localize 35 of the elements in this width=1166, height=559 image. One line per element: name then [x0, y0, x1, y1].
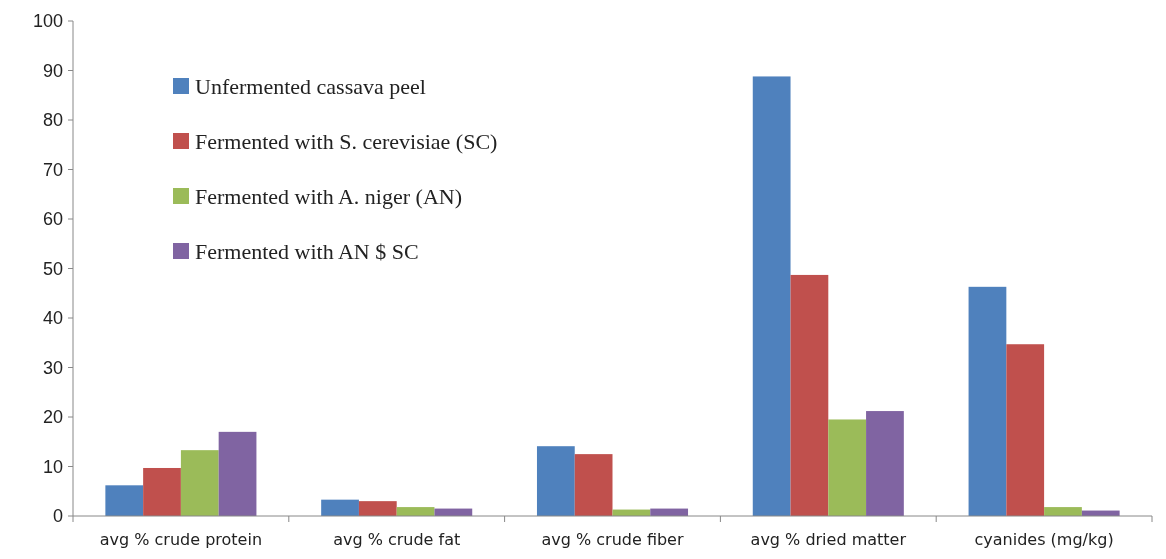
bar	[143, 467, 181, 516]
y-tick-label: 50	[42, 258, 63, 279]
y-tick-label: 90	[42, 60, 63, 81]
bar	[1006, 344, 1045, 516]
y-tick-label: 40	[42, 308, 63, 329]
bar	[752, 76, 791, 516]
bar	[321, 499, 359, 516]
legend-label: Unfermented cassava peel	[195, 73, 426, 99]
bar	[1044, 507, 1082, 516]
bar	[180, 450, 219, 516]
x-tick-label: avg % crude fiber	[541, 530, 684, 549]
bar	[866, 411, 904, 516]
bar	[828, 419, 867, 516]
y-tick-label: 80	[42, 110, 63, 131]
bar	[218, 431, 257, 516]
x-tick-label: cyanides (mg/kg)	[974, 530, 1114, 549]
y-tick-label: 100	[32, 11, 63, 32]
y-tick-label: 20	[42, 407, 63, 428]
legend-label: Fermented with S. cerevisiae (SC)	[195, 128, 498, 154]
x-tick-label: avg % crude protein	[99, 530, 263, 549]
y-tick-label: 10	[42, 456, 63, 477]
bar	[790, 274, 829, 516]
bar	[358, 501, 397, 516]
bar	[536, 446, 575, 516]
y-tick-label: 0	[52, 506, 63, 527]
x-tick-label: avg % crude fat	[333, 530, 461, 549]
y-tick-label: 60	[42, 209, 63, 230]
x-tick-label: avg % dried matter	[750, 530, 907, 549]
legend-label: Fermented with AN $ SC	[195, 238, 419, 264]
bar	[574, 454, 613, 516]
y-tick-label: 30	[42, 357, 63, 378]
legend-label: Fermented with A. niger (AN)	[195, 183, 462, 209]
bar	[105, 485, 144, 516]
bar	[968, 286, 1007, 516]
y-tick-label: 70	[42, 159, 63, 180]
